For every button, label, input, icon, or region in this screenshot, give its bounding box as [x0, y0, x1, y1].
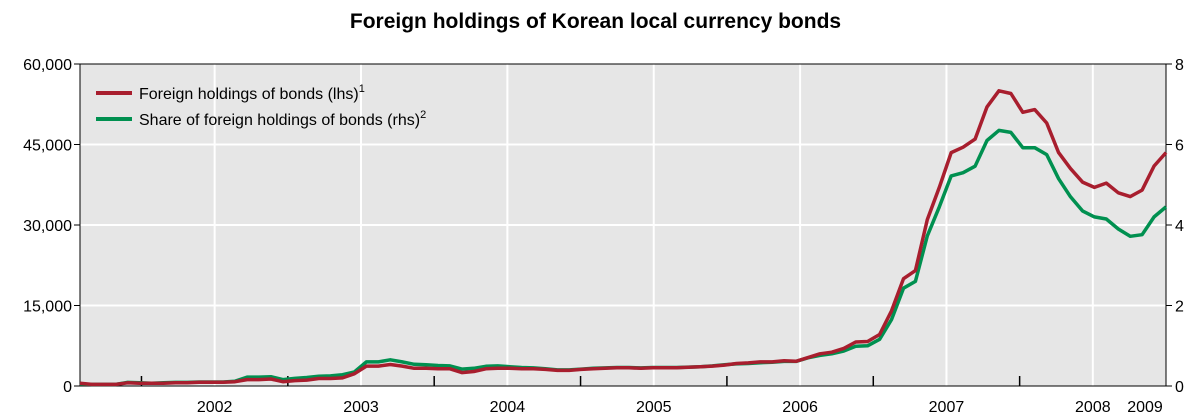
series-lines — [79, 89, 1168, 387]
grid-lines — [80, 64, 1166, 386]
legend-footnote: 2 — [420, 109, 426, 121]
legend-label: Share of foreign holdings of bonds (rhs)… — [139, 109, 426, 129]
x-tick-label: 2007 — [929, 399, 965, 414]
right-y-tick-label: 4 — [1175, 218, 1184, 235]
x-tick-label: 2004 — [490, 399, 526, 414]
chart-title: Foreign holdings of Korean local currenc… — [349, 10, 842, 33]
right-y-tick-label: 2 — [1175, 299, 1184, 316]
x-tick-label: 2008 — [1075, 399, 1111, 414]
right-y-tick-label: 8 — [1175, 57, 1184, 74]
series-line — [79, 89, 1168, 387]
legend-footnote: 1 — [359, 83, 365, 95]
x-tick-label: 2009 — [1127, 399, 1163, 414]
left-y-tick-label: 45,000 — [23, 138, 72, 155]
left-y-tick-label: 0 — [63, 379, 72, 396]
left-y-tick-label: 60,000 — [23, 57, 72, 74]
right-y-tick-label: 0 — [1175, 379, 1184, 396]
left-y-tick-label: 30,000 — [23, 218, 72, 235]
x-tick-label: 2002 — [197, 399, 233, 414]
x-tick-label: 2003 — [343, 399, 379, 414]
plot-frame — [79, 63, 1167, 387]
x-tick-label: 2005 — [636, 399, 672, 414]
x-tick-label: 2006 — [782, 399, 818, 414]
legend-label: Foreign holdings of bonds (lhs)1 — [139, 83, 365, 103]
legend: Foreign holdings of bonds (lhs)1 Share of… — [96, 83, 426, 129]
left-y-tick-label: 15,000 — [23, 299, 72, 316]
axes: 0 0 15,000 2 30,000 4 45,000 6 60,000 8 2002 2003 20… — [23, 57, 1184, 414]
right-y-tick-label: 6 — [1175, 138, 1184, 155]
